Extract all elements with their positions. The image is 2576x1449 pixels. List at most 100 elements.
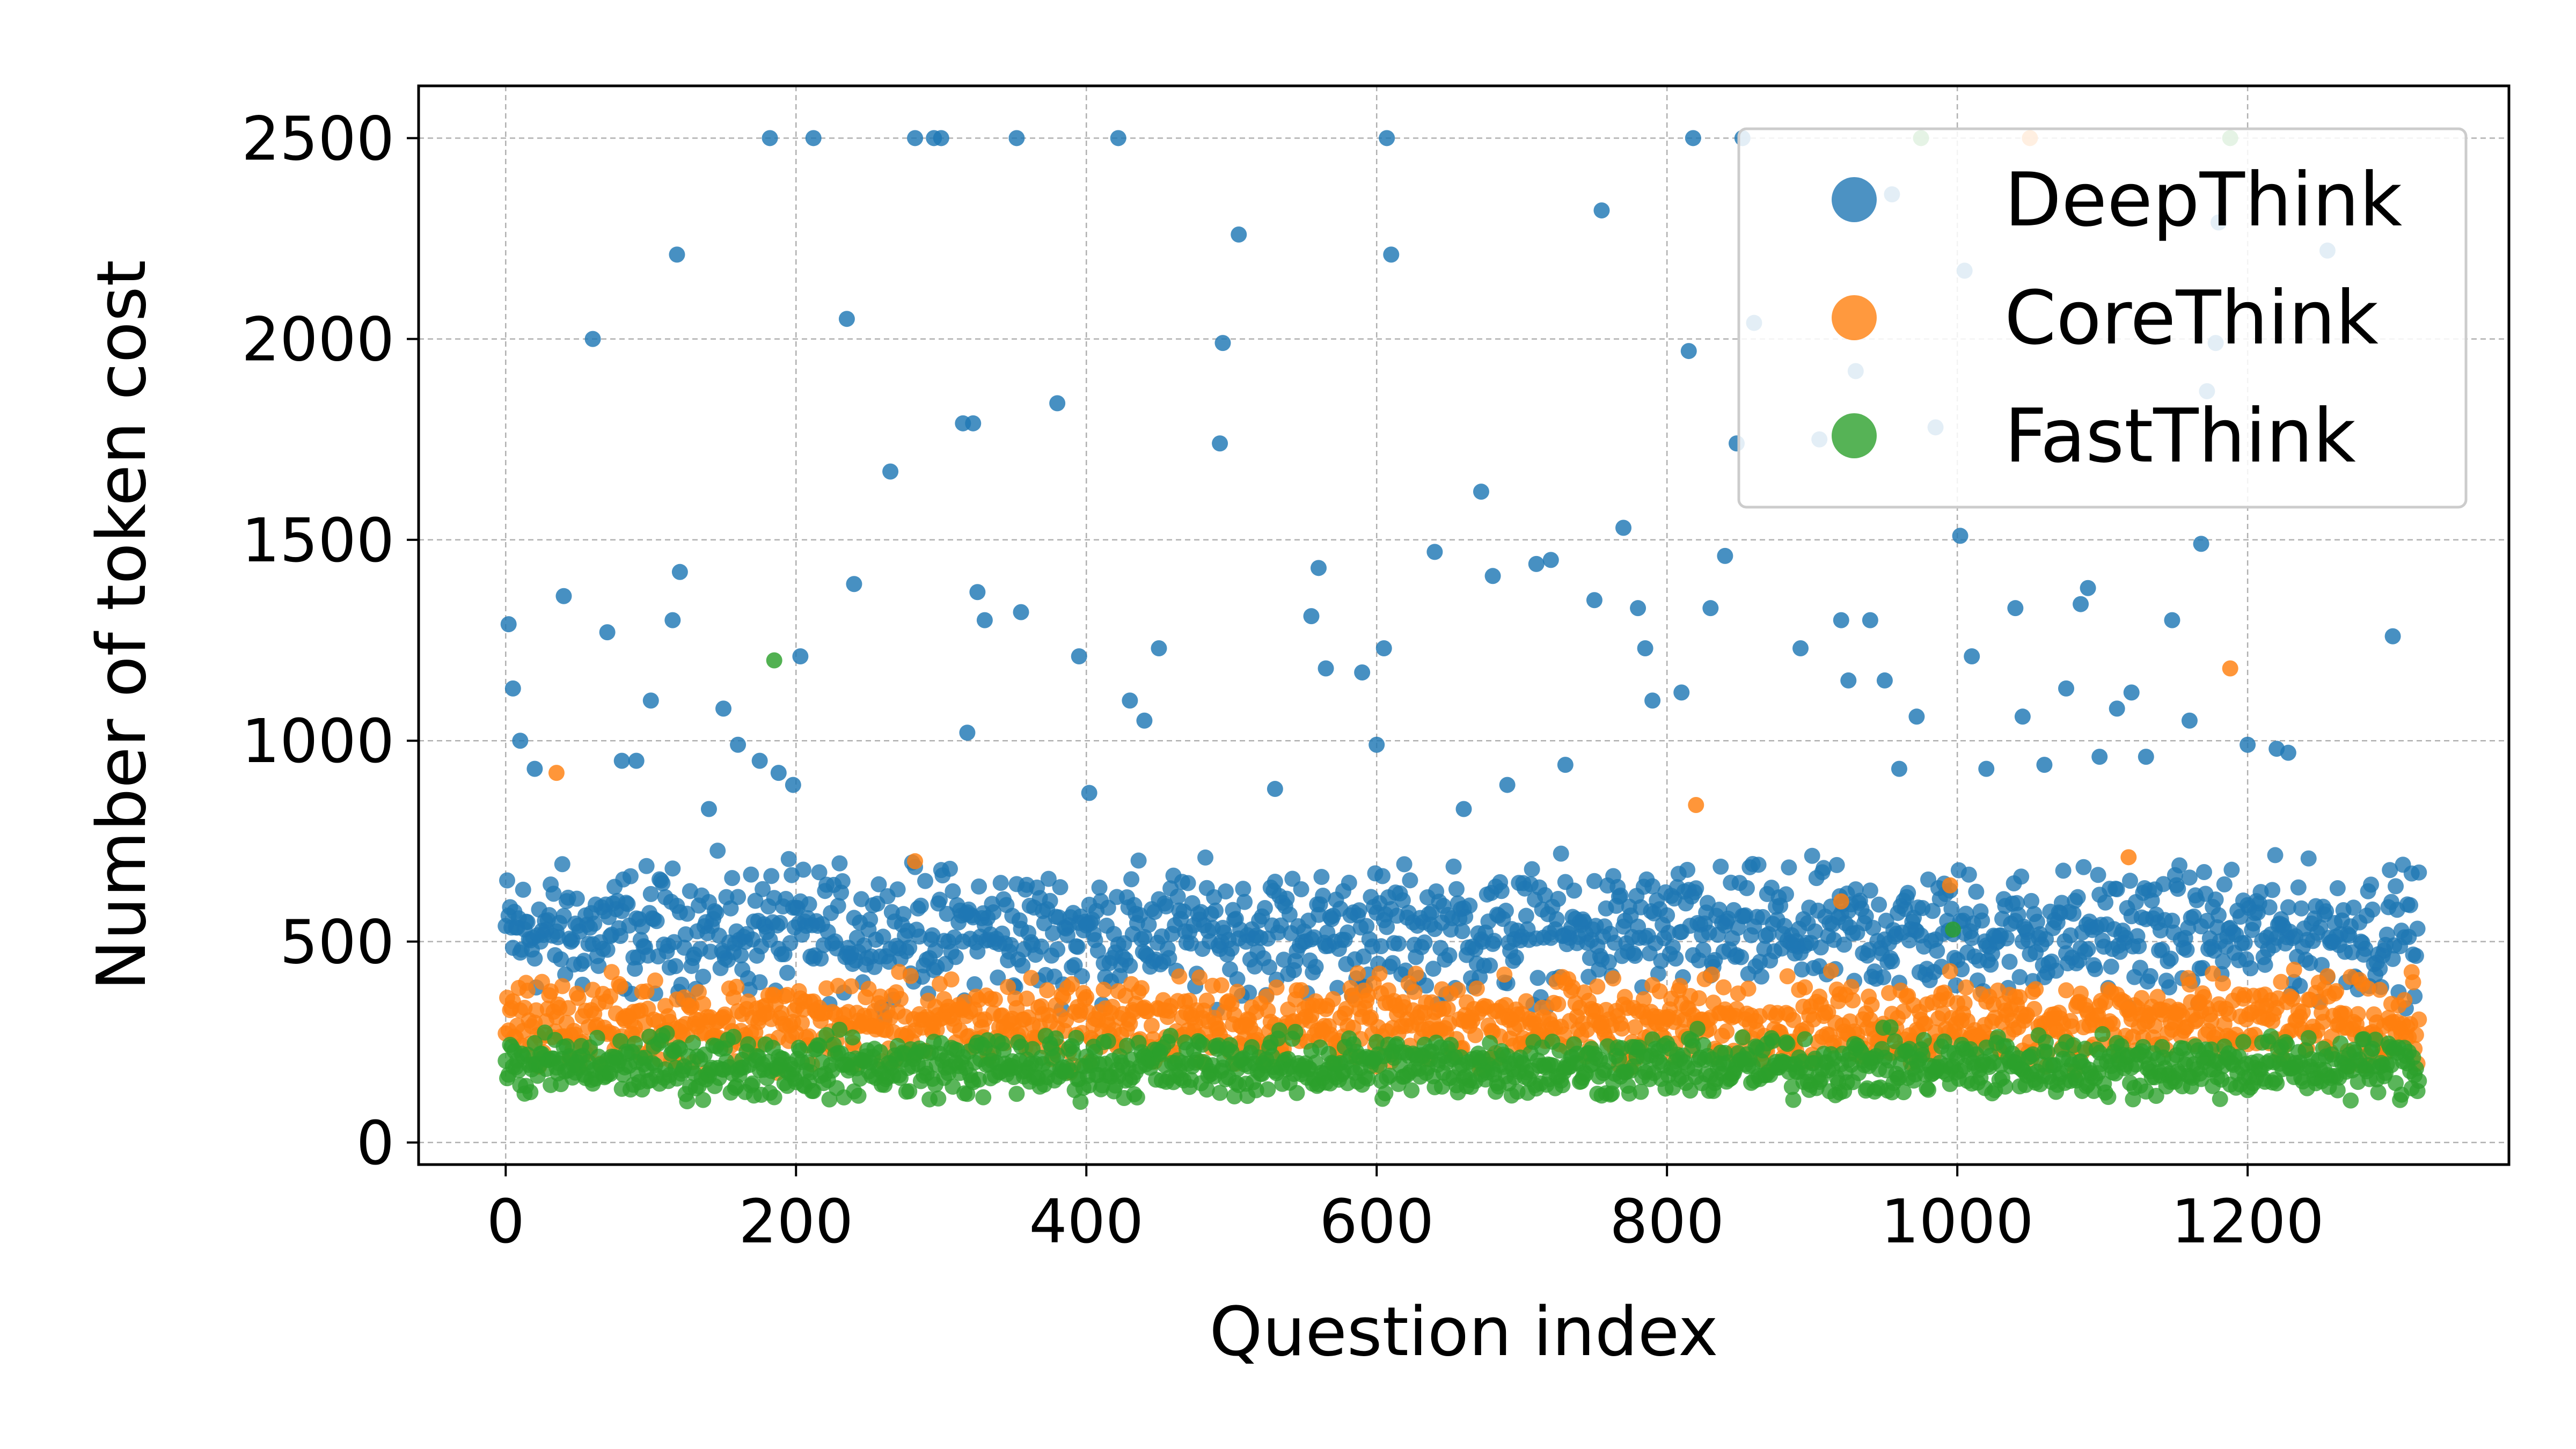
data-point bbox=[1161, 950, 1177, 967]
data-point bbox=[2215, 975, 2231, 992]
data-point bbox=[1833, 612, 1849, 628]
data-point bbox=[1136, 929, 1153, 946]
data-point bbox=[1091, 879, 1108, 896]
data-point bbox=[1289, 1085, 1305, 1101]
data-point bbox=[2292, 978, 2308, 994]
data-point bbox=[1586, 873, 1602, 889]
data-point bbox=[941, 860, 958, 877]
legend-label: FastThink bbox=[2004, 393, 2356, 479]
data-point bbox=[872, 1044, 889, 1060]
data-point bbox=[1797, 1031, 1813, 1048]
data-point bbox=[1785, 1012, 1802, 1028]
data-point bbox=[1836, 936, 1853, 953]
data-point bbox=[1229, 971, 1246, 987]
data-point bbox=[1313, 869, 1330, 885]
legend-marker bbox=[1832, 177, 1877, 222]
data-point bbox=[1473, 484, 1489, 500]
data-point bbox=[2080, 941, 2096, 957]
data-point bbox=[1797, 979, 1813, 996]
legend: DeepThink CoreThink FastThink bbox=[1737, 127, 2468, 509]
data-point bbox=[1566, 882, 1583, 899]
data-point bbox=[1792, 640, 1809, 657]
data-point bbox=[2055, 862, 2072, 879]
data-point bbox=[1920, 1081, 1937, 1098]
data-point bbox=[1122, 692, 1138, 709]
data-point bbox=[2215, 953, 2231, 970]
data-point bbox=[872, 988, 889, 1005]
data-point bbox=[622, 868, 639, 884]
data-point bbox=[1212, 435, 1228, 452]
data-point bbox=[2196, 864, 2212, 881]
data-point bbox=[1443, 1037, 1459, 1053]
data-point bbox=[2411, 1073, 2427, 1089]
data-point bbox=[2294, 1004, 2311, 1020]
data-point bbox=[870, 876, 887, 892]
data-point bbox=[1524, 861, 1540, 877]
data-point bbox=[1929, 942, 1945, 959]
data-point bbox=[751, 752, 768, 769]
data-point bbox=[1816, 860, 1832, 876]
data-point bbox=[679, 1093, 696, 1110]
data-point bbox=[1123, 871, 1140, 888]
data-point bbox=[1267, 874, 1283, 890]
data-point bbox=[2405, 974, 2421, 991]
data-point bbox=[504, 680, 521, 697]
data-point bbox=[1359, 1070, 1376, 1087]
data-point bbox=[1695, 942, 1711, 958]
data-point bbox=[586, 916, 603, 932]
data-point bbox=[844, 1029, 861, 1046]
legend-box bbox=[1737, 127, 2468, 509]
data-point bbox=[1978, 760, 1995, 777]
data-point bbox=[1627, 1019, 1643, 1035]
data-point bbox=[2205, 965, 2221, 982]
data-point bbox=[642, 692, 659, 709]
data-point bbox=[2164, 912, 2180, 929]
data-point bbox=[850, 1087, 867, 1104]
data-point bbox=[1553, 845, 1569, 862]
data-point bbox=[1467, 1027, 1484, 1043]
axis-ticks: 0 200 400 600 800 1000 1200 0 500 1000 1500 2000 250… bbox=[241, 104, 2324, 1257]
data-point bbox=[613, 752, 630, 769]
data-point bbox=[1862, 612, 1878, 628]
data-point bbox=[1644, 878, 1661, 895]
data-point bbox=[1589, 978, 1606, 995]
data-point bbox=[1702, 600, 1719, 617]
data-point bbox=[805, 130, 822, 147]
data-point bbox=[971, 878, 987, 895]
data-point bbox=[2011, 989, 2028, 1006]
data-point bbox=[669, 246, 685, 263]
data-point bbox=[1461, 897, 1478, 914]
data-point bbox=[860, 980, 877, 997]
data-point bbox=[1396, 856, 1413, 873]
data-point bbox=[975, 1089, 992, 1106]
legend-items: DeepThink CoreThink FastThink bbox=[1832, 157, 2402, 479]
data-point bbox=[1956, 995, 1973, 1012]
data-point bbox=[1713, 858, 1729, 875]
data-point bbox=[1828, 857, 1845, 873]
data-point bbox=[673, 976, 690, 993]
data-point bbox=[2123, 684, 2140, 701]
data-point bbox=[638, 858, 655, 874]
data-point bbox=[1416, 934, 1433, 951]
data-point bbox=[2350, 1006, 2366, 1022]
data-point bbox=[971, 1071, 987, 1088]
data-point bbox=[1129, 1089, 1145, 1106]
data-point bbox=[1169, 888, 1186, 905]
data-point bbox=[2370, 1084, 2387, 1101]
data-point bbox=[708, 904, 724, 921]
data-point bbox=[1679, 861, 1696, 878]
data-point bbox=[743, 866, 759, 883]
data-point bbox=[1606, 934, 1623, 951]
data-point bbox=[654, 875, 671, 891]
data-point bbox=[1276, 952, 1292, 968]
data-point bbox=[766, 1089, 782, 1106]
data-point bbox=[772, 914, 788, 931]
data-point bbox=[1065, 1045, 1081, 1062]
data-point bbox=[560, 1000, 576, 1016]
data-point bbox=[1688, 797, 1704, 813]
data-point bbox=[2178, 941, 2195, 958]
data-point bbox=[1548, 911, 1565, 927]
data-point bbox=[1550, 996, 1567, 1012]
data-point bbox=[1615, 519, 1632, 536]
